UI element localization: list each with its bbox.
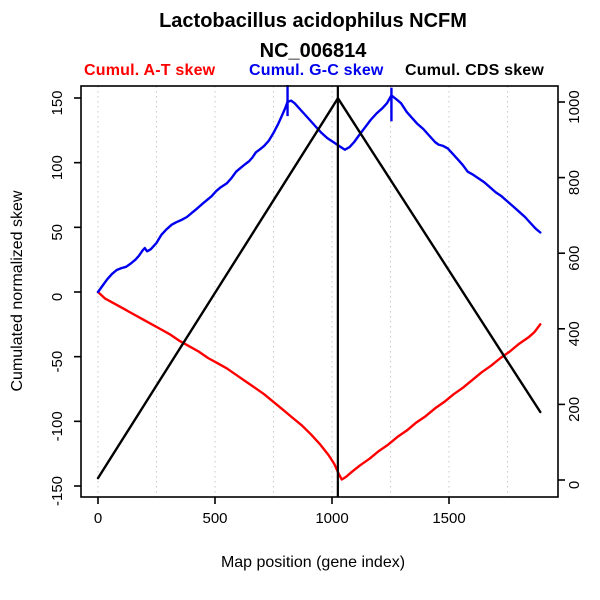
y-left-tick-label: -150	[49, 476, 66, 506]
y-right-tick-label: 600	[566, 246, 583, 271]
legend-item-cds: Cumul. CDS skew	[405, 62, 545, 79]
y-right-tick-label: 1000	[566, 90, 583, 123]
chart-title-line2: NC_006814	[259, 40, 367, 62]
chart-title-line1: Lactobacillus acidophilus NCFM	[159, 10, 467, 32]
series-line-cumul-a-t-skew	[96, 290, 542, 481]
plot-box	[80, 85, 559, 498]
x-tick-label: 0	[94, 510, 102, 527]
y-right-tick-label: 0	[566, 481, 583, 489]
y-right-tick-label: 800	[566, 170, 583, 195]
x-axis-label: Map position (gene index)	[220, 554, 406, 571]
y-left-tick-label: -50	[49, 351, 66, 373]
x-tick-label: 1000	[315, 510, 348, 527]
x-tick-label: 500	[202, 510, 227, 527]
y-right-tick-label: 400	[566, 321, 583, 346]
y-left-tick-label: 0	[49, 293, 66, 301]
y-left-tick-label: -100	[49, 411, 66, 441]
legend-item-at: Cumul. A-T skew	[84, 62, 216, 79]
y-right-tick-label: 200	[566, 397, 583, 422]
y-left-tick-label: 150	[49, 90, 66, 115]
x-tick-label: 1500	[432, 510, 465, 527]
series-line-cumul-cds-skew	[96, 96, 542, 480]
series-line-cumul-g-c-skew	[96, 94, 542, 294]
legend-item-gc: Cumul. G-C skew	[249, 62, 384, 79]
y-left-tick-label: 100	[49, 155, 66, 180]
y-left-tick-label: 50	[49, 224, 66, 241]
